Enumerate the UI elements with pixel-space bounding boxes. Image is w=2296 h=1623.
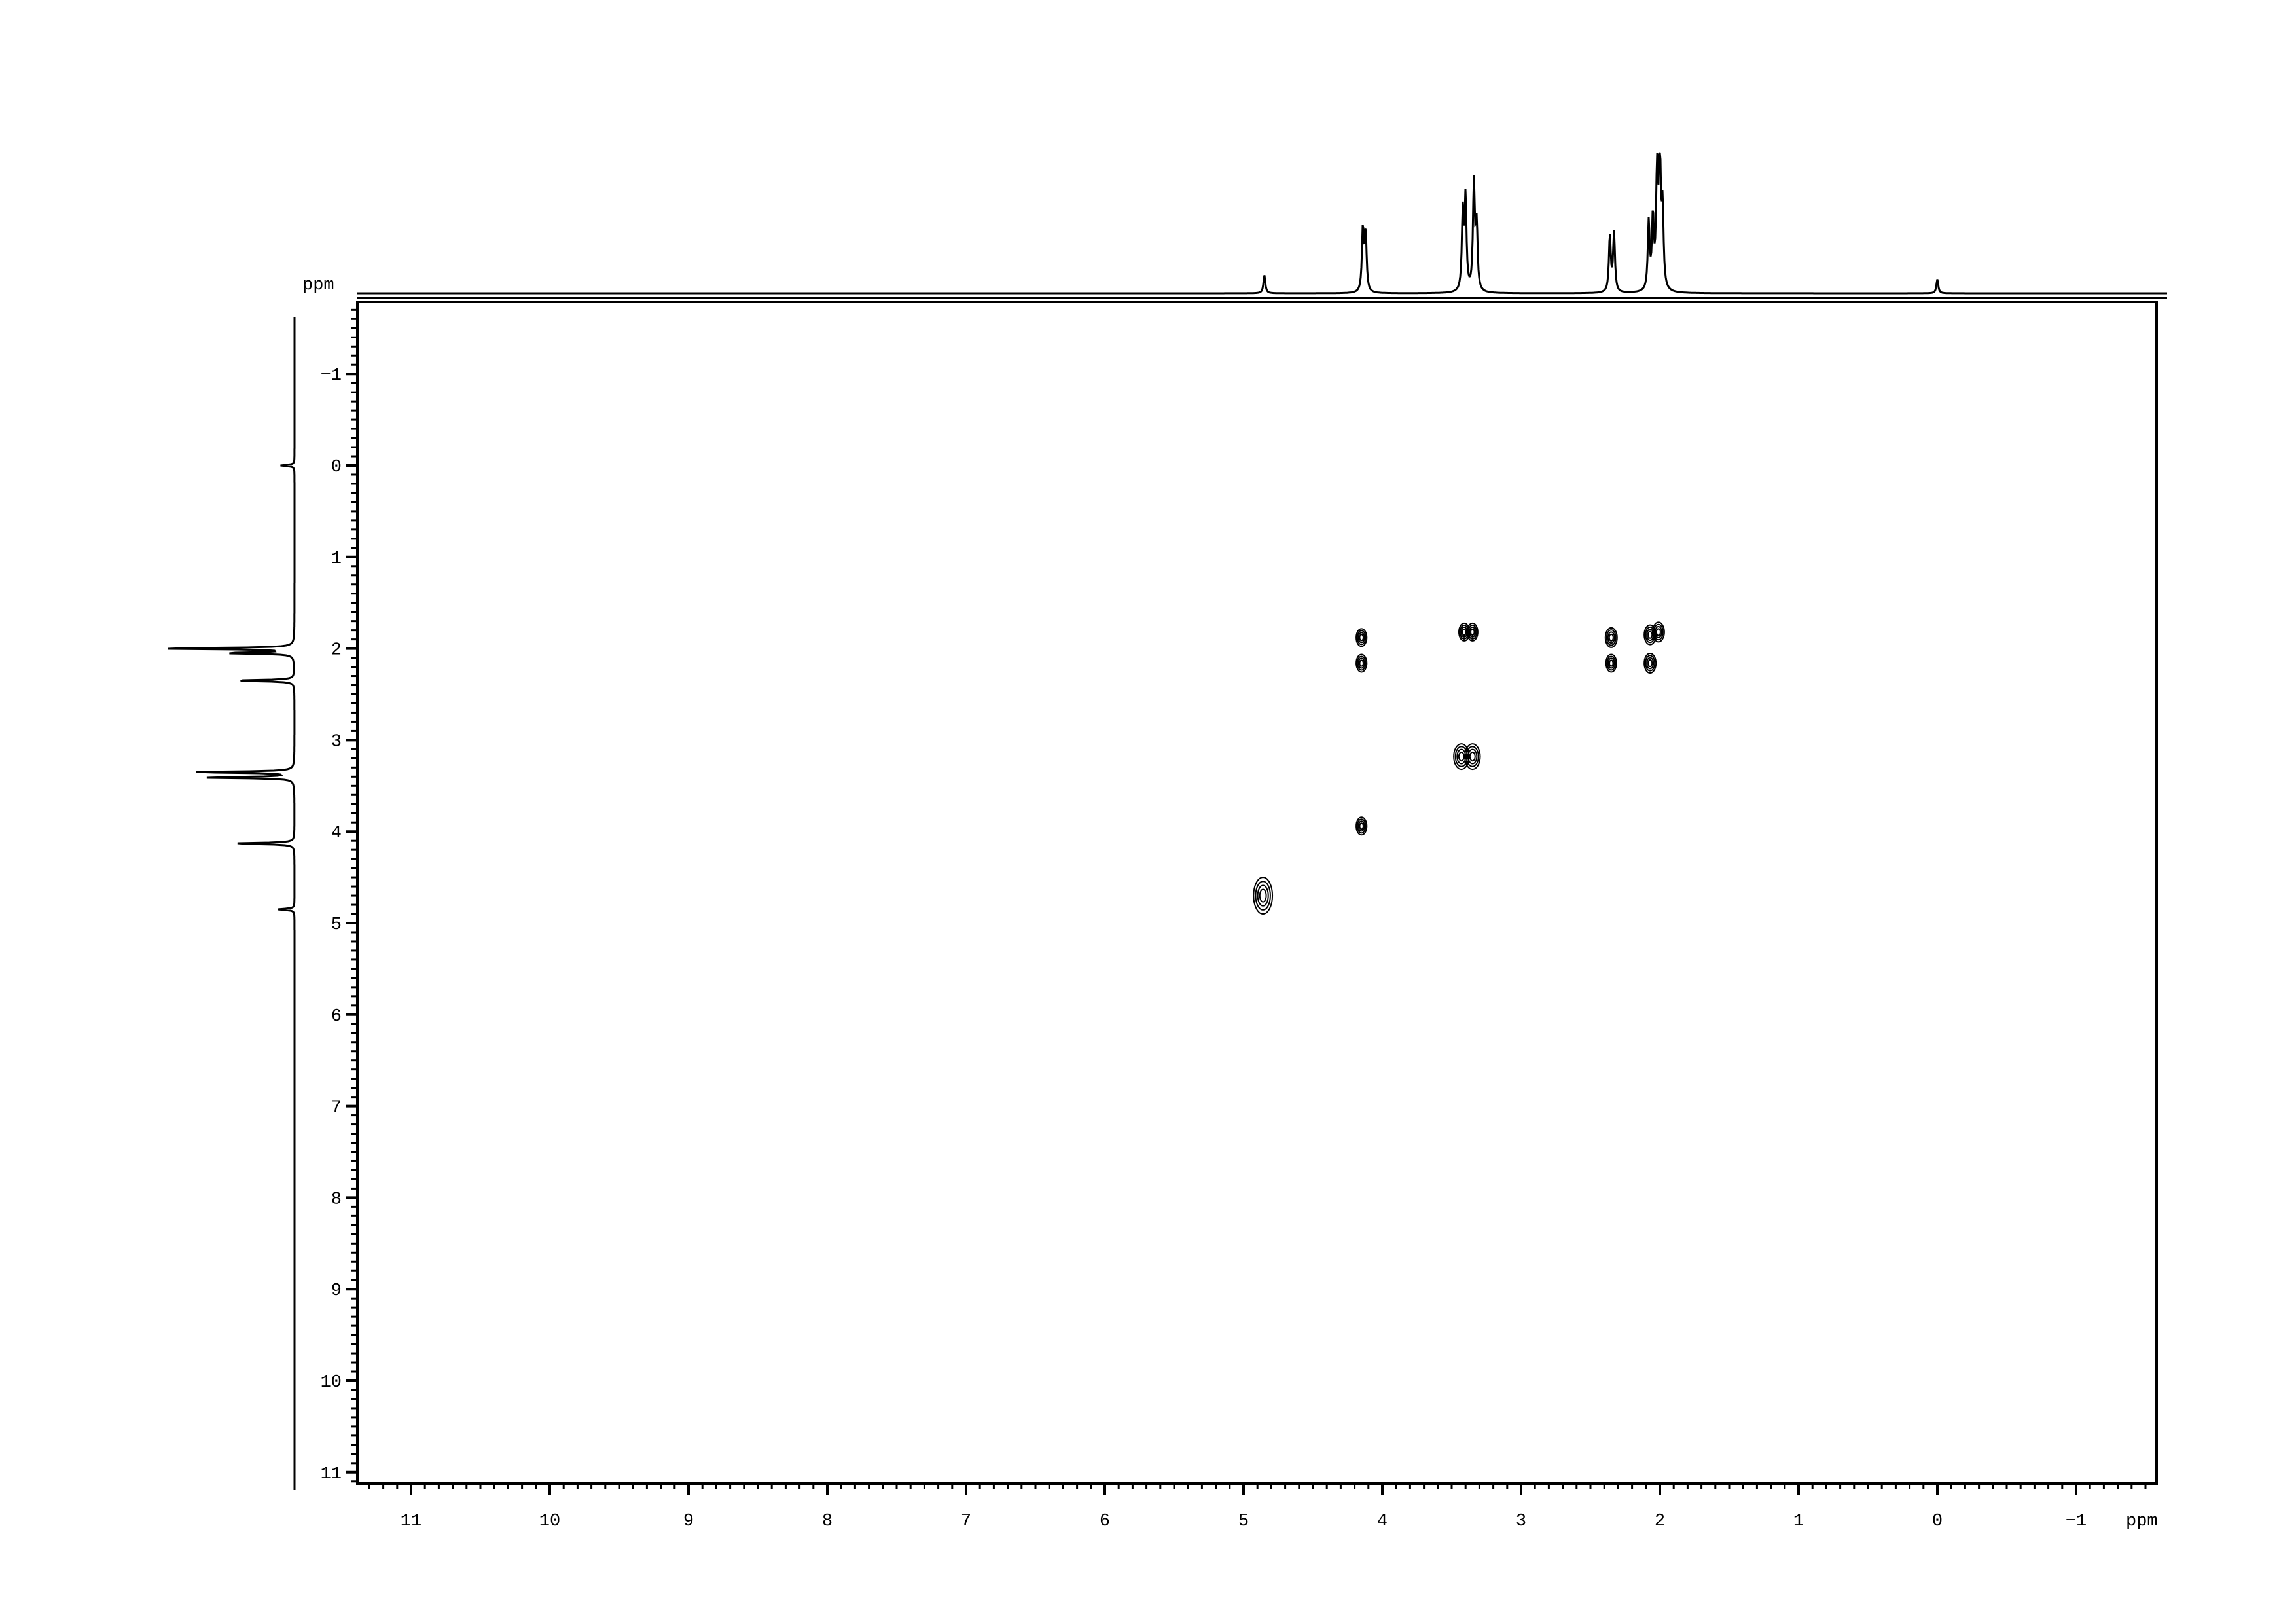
x-tick-label: 0 <box>1932 1512 1943 1531</box>
x-tick-label: 9 <box>683 1512 694 1531</box>
x-axis-unit-label: ppm <box>2126 1512 2158 1531</box>
left-projection-spectrum <box>168 317 296 1490</box>
x-tick-label: 3 <box>1516 1512 1526 1531</box>
contour-line <box>1257 884 1269 907</box>
contour-line <box>1470 628 1475 636</box>
y-axis-unit-label: ppm <box>302 276 334 295</box>
contour-line <box>1643 652 1657 674</box>
contour-line <box>1359 659 1364 667</box>
y-axis-ticks: −1 0 1 2 3 4 5 6 7 8 9 10 11 <box>321 308 357 1484</box>
cross-peak <box>1355 628 1368 647</box>
contour-line <box>1467 748 1478 765</box>
contour-line <box>1255 881 1271 911</box>
contour-line <box>1355 816 1368 836</box>
contour-line <box>1645 655 1656 672</box>
contour-line <box>1469 751 1476 762</box>
contour-line <box>1356 655 1367 671</box>
contour-line <box>1453 743 1470 771</box>
y-tick-label: 3 <box>331 732 342 752</box>
x-tick-label: 6 <box>1100 1512 1110 1531</box>
y-tick-label: 4 <box>331 824 342 843</box>
cross-peak <box>1464 743 1481 771</box>
cross-peak <box>1651 621 1665 643</box>
y-tick-label: 6 <box>331 1007 342 1027</box>
cross-peak <box>1605 653 1617 673</box>
cross-peak <box>1604 627 1618 648</box>
contour-line <box>1355 628 1368 647</box>
x-tick-label: 5 <box>1238 1512 1249 1531</box>
cross-peak <box>1355 653 1368 673</box>
contour-line <box>1605 653 1617 673</box>
y-tick-label: 9 <box>331 1281 342 1301</box>
contour-line <box>1655 628 1661 636</box>
y-tick-label: 5 <box>331 915 342 935</box>
x-tick-label: 10 <box>539 1512 560 1531</box>
contour-line <box>1647 630 1653 639</box>
contour-line <box>1359 822 1364 830</box>
contour-line <box>1607 657 1615 669</box>
contour-line <box>1469 626 1477 638</box>
contour-line <box>1359 634 1364 642</box>
cross-peaks <box>1253 621 1665 915</box>
y-tick-label: 11 <box>321 1465 342 1484</box>
contour-line <box>1462 628 1467 636</box>
cross-peak <box>1466 622 1479 642</box>
contour-line <box>1259 888 1267 903</box>
contour-line <box>1605 629 1617 646</box>
cross-peak <box>1643 652 1657 674</box>
contour-line <box>1466 622 1479 642</box>
contour-line <box>1464 743 1481 771</box>
x-tick-label: 1 <box>1793 1512 1804 1531</box>
y-tick-label: 8 <box>331 1190 342 1209</box>
contour-line <box>1357 632 1365 644</box>
x-tick-label: −1 <box>2066 1512 2087 1531</box>
top-projection-spectrum <box>357 152 2167 295</box>
x-tick-label: 11 <box>401 1512 422 1531</box>
x-tick-label: 2 <box>1655 1512 1665 1531</box>
contour-line <box>1356 818 1367 834</box>
contour-line <box>1458 751 1465 762</box>
x-tick-label: 8 <box>822 1512 833 1531</box>
contour-line <box>1606 655 1617 671</box>
contour-line <box>1653 623 1664 641</box>
y-tick-label: −1 <box>321 366 342 386</box>
contour-line <box>1608 633 1614 642</box>
contour-line <box>1607 631 1615 644</box>
cross-peak <box>1253 877 1274 915</box>
contour-line <box>1456 748 1467 765</box>
contour-line <box>1465 746 1479 767</box>
contour-line <box>1357 820 1365 832</box>
x-axis-ticks: 11 10 9 8 7 6 5 4 3 2 1 0 −1 <box>368 1484 2147 1531</box>
contour-line <box>1647 659 1653 668</box>
y-tick-label: 10 <box>321 1373 342 1393</box>
cross-peak <box>1453 743 1470 771</box>
y-tick-label: 1 <box>331 549 342 569</box>
plot-frame <box>356 301 2158 1485</box>
contour-line <box>1356 630 1367 646</box>
contour-line <box>1253 877 1274 915</box>
contour-line <box>1609 659 1614 667</box>
contour-line <box>1357 657 1365 669</box>
y-tick-label: 7 <box>331 1099 342 1118</box>
x-tick-label: 4 <box>1377 1512 1388 1531</box>
contour-line <box>1454 746 1468 767</box>
x-tick-label: 7 <box>961 1512 971 1531</box>
contour-line <box>1604 627 1618 648</box>
contour-line <box>1654 626 1662 638</box>
y-tick-label: 0 <box>331 458 342 477</box>
y-tick-label: 2 <box>331 641 342 661</box>
contour-line <box>1651 621 1665 643</box>
cross-peak <box>1355 816 1368 836</box>
contour-line <box>1646 657 1655 670</box>
contour-line <box>1355 653 1368 673</box>
contour-line <box>1467 624 1478 640</box>
